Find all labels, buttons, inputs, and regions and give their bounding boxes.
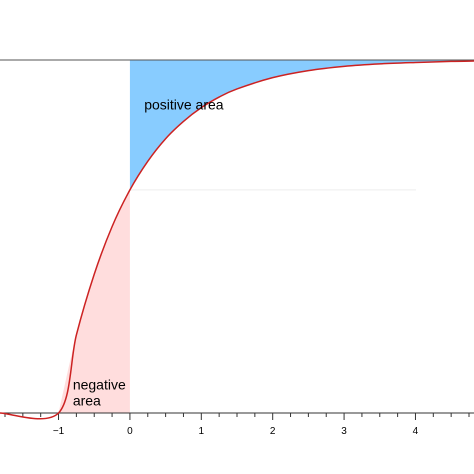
- x-tick-label: 2: [270, 426, 276, 437]
- cdf-curve: [0, 60, 474, 420]
- positive-area-label: positive area: [144, 96, 224, 112]
- negative-area-region: [58, 189, 130, 413]
- x-tick-label: 4: [413, 426, 419, 437]
- x-tick-label: −1: [53, 426, 65, 437]
- area-regions: [58, 60, 474, 413]
- x-tick-label: 3: [341, 426, 347, 437]
- negative-area-label-line: area: [73, 393, 101, 409]
- x-tick-label: 1: [199, 426, 205, 437]
- negative-area-label-line: negative: [73, 377, 126, 393]
- positive-area-region: [129, 60, 474, 190]
- x-tick-label: 0: [127, 426, 133, 437]
- x-axis-ticks: −1 0 1 2 3 4: [4, 413, 470, 437]
- negative-area-label: negative area: [73, 377, 126, 409]
